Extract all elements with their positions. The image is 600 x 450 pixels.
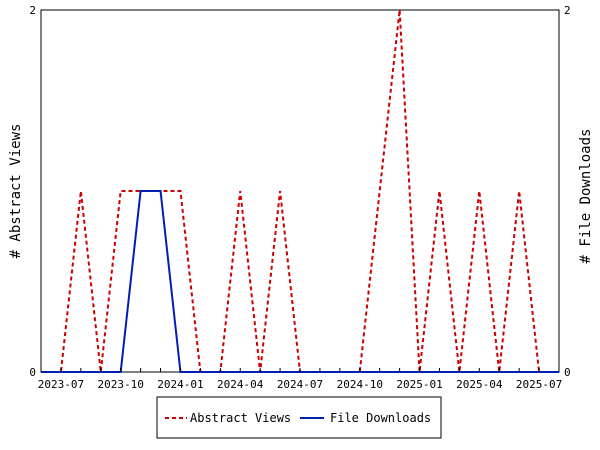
y-axis-left: 0 2 # Abstract Views [8,4,36,379]
plot-area [40,9,560,373]
x-tick-label-1: 2023-10 [98,378,144,391]
x-tick-label-8: 2025-07 [516,378,562,391]
y-left-axis-title: # Abstract Views [8,124,24,259]
y-right-axis-title: # File Downloads [578,129,594,264]
legend: Abstract Views File Downloads [156,396,442,439]
x-tick-labels: 2023-07 2023-10 2024-01 2024-04 2024-07 2024-… [38,378,563,391]
legend-label-file-downloads: File Downloads [330,411,431,425]
y-right-tick-label-1: 2 [564,4,571,17]
x-ticks [40,368,560,372]
y-left-tick-label-1: 2 [29,4,36,17]
x-tick-label-4: 2024-07 [277,378,323,391]
x-axis: 2023-07 2023-10 2024-01 2024-04 2024-07 2024-… [38,368,563,391]
x-tick-label-5: 2024-10 [337,378,383,391]
x-tick-label-2: 2024-01 [157,378,203,391]
legend-box [156,396,442,439]
y-left-tick-label-0: 0 [29,366,36,379]
y-axis-right: 0 2 # File Downloads [564,4,594,379]
x-tick-label-7: 2025-04 [456,378,503,391]
y-right-tick-label-0: 0 [564,366,571,379]
x-tick-label-3: 2024-04 [217,378,264,391]
plot-frame [40,9,560,373]
x-tick-label-0: 2023-07 [38,378,84,391]
x-tick-label-6: 2025-01 [396,378,442,391]
legend-label-abstract-views: Abstract Views [190,411,291,425]
